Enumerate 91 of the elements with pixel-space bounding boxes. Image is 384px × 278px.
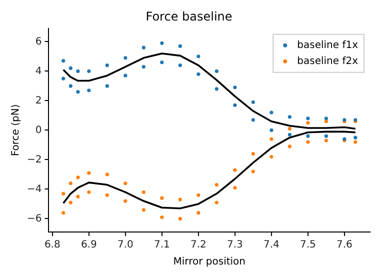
point [270, 154, 274, 159]
point [178, 44, 182, 48]
point [306, 140, 310, 144]
point [62, 76, 66, 80]
y-tick-label: −6 [26, 213, 42, 224]
point [288, 115, 292, 119]
point [251, 118, 255, 122]
y-tick-label: 6 [35, 36, 42, 48]
point [354, 140, 358, 144]
point [270, 128, 274, 132]
x-tick-label: 6.8 [44, 240, 60, 251]
point [62, 192, 66, 196]
x-tick-label: 7.1 [154, 240, 170, 251]
point [68, 182, 72, 186]
point [68, 200, 72, 204]
point [251, 100, 255, 104]
x-tick-label: 7.2 [190, 240, 206, 251]
x-tick-label: 7.4 [263, 240, 280, 251]
x-tick-label: 7.5 [300, 240, 316, 251]
point [124, 199, 128, 203]
x-axis-title: Mirror position [173, 256, 246, 268]
point [160, 196, 164, 200]
point [76, 194, 80, 198]
point [142, 64, 146, 69]
chart-title: Force baseline [146, 9, 232, 24]
point [87, 88, 91, 92]
point [288, 132, 292, 136]
point [142, 46, 146, 50]
point [178, 198, 182, 202]
point [87, 69, 91, 73]
point [178, 216, 182, 221]
point [76, 90, 80, 94]
point [324, 116, 328, 120]
point [233, 186, 237, 190]
point [142, 208, 146, 212]
point [324, 134, 328, 138]
point [142, 190, 146, 194]
point [251, 152, 255, 156]
point [178, 63, 182, 68]
legend-label: baseline f1x [297, 40, 358, 51]
point [196, 211, 200, 215]
y-tick-label: 4 [35, 66, 42, 77]
point [160, 60, 164, 64]
point [124, 74, 128, 78]
point [288, 126, 292, 131]
point [68, 84, 72, 88]
point [105, 84, 109, 88]
point [124, 182, 128, 186]
y-tick-label: −4 [26, 184, 42, 195]
point [251, 170, 255, 174]
point [214, 182, 218, 187]
point [354, 136, 358, 140]
point [214, 200, 218, 204]
point [233, 168, 237, 172]
point [288, 144, 292, 148]
point [324, 120, 328, 124]
point [196, 54, 200, 58]
point [214, 87, 218, 91]
point [270, 110, 274, 114]
point [68, 66, 72, 70]
point [105, 193, 109, 197]
legend-label: baseline f2x [297, 56, 358, 67]
y-tick-label: −2 [26, 154, 42, 166]
point [105, 63, 109, 68]
point [214, 69, 218, 73]
x-tick-label: 6.9 [80, 240, 97, 251]
point [87, 171, 91, 175]
point [160, 215, 164, 220]
point [124, 56, 128, 60]
point [324, 138, 328, 142]
x-tick-label: 7.3 [226, 240, 243, 251]
point [233, 86, 237, 90]
y-tick-label: 0 [35, 124, 42, 136]
point [233, 103, 237, 107]
point [62, 211, 66, 215]
point [196, 72, 200, 76]
y-axis-title: Force (pN) [10, 104, 22, 156]
x-tick-label: 7.0 [117, 240, 134, 251]
point [160, 41, 164, 45]
point [196, 193, 200, 197]
point [270, 137, 274, 141]
point [306, 134, 310, 138]
point [87, 190, 91, 194]
point [105, 172, 109, 176]
point [306, 121, 310, 125]
x-tick-label: 7.6 [336, 240, 352, 251]
point [62, 59, 66, 63]
point [76, 176, 80, 180]
point [306, 116, 310, 120]
y-tick-label: 2 [35, 95, 42, 106]
point [76, 69, 80, 73]
